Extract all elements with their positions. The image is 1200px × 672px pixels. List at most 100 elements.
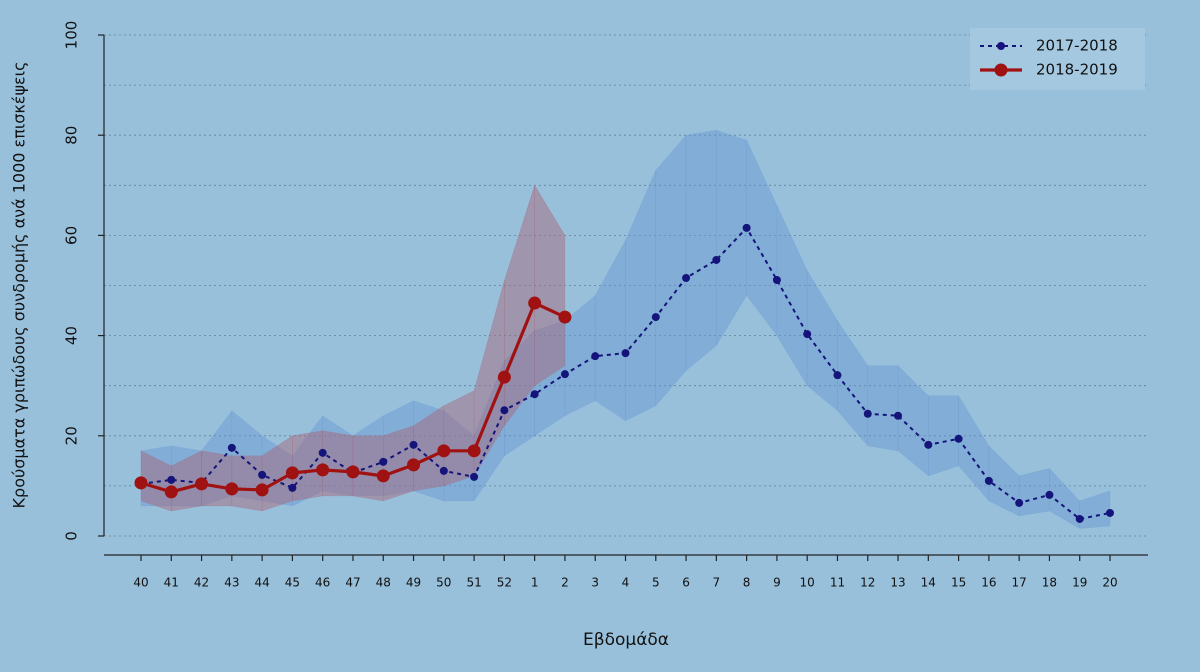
- x-tick-label: 1: [531, 576, 539, 590]
- data-point: [134, 476, 148, 490]
- x-tick-label: 16: [981, 576, 996, 590]
- data-point: [1106, 508, 1114, 517]
- y-tick-label: 0: [63, 531, 81, 541]
- y-tick-label: 20: [63, 426, 81, 445]
- y-tick-label: 100: [63, 21, 81, 50]
- x-tick-label: 20: [1102, 576, 1117, 590]
- confidence-band: [716, 129, 747, 347]
- data-point: [894, 411, 903, 420]
- data-point: [500, 406, 509, 415]
- x-tick-label: 41: [164, 576, 179, 590]
- data-point: [285, 466, 299, 480]
- data-point: [288, 483, 297, 492]
- data-point: [651, 313, 660, 322]
- data-point: [772, 275, 781, 284]
- x-tick-label: 44: [254, 576, 269, 590]
- x-tick-label: 4: [622, 576, 630, 590]
- legend-box: [970, 28, 1145, 90]
- confidence-band: [443, 390, 475, 487]
- x-tick-label: 3: [591, 576, 599, 590]
- data-point: [682, 273, 691, 282]
- y-tick-label: 60: [63, 226, 81, 245]
- data-point: [530, 390, 539, 399]
- data-point: [833, 371, 842, 380]
- data-point: [803, 330, 812, 339]
- x-tick-label: 47: [345, 576, 360, 590]
- x-tick-label: 6: [682, 576, 690, 590]
- data-point: [409, 440, 418, 449]
- confidence-band: [595, 240, 626, 422]
- data-point: [258, 470, 267, 479]
- x-axis-label: Εβδομάδα: [583, 630, 669, 650]
- y-tick-label: 80: [63, 126, 81, 145]
- x-tick-label: 8: [743, 576, 751, 590]
- x-tick-label: 19: [1072, 576, 1087, 590]
- confidence-band: [867, 365, 899, 452]
- data-point: [621, 349, 630, 358]
- data-point: [558, 310, 572, 324]
- data-point: [742, 223, 751, 232]
- data-point: [591, 352, 600, 361]
- x-tick-label: 48: [376, 576, 391, 590]
- x-tick-label: 18: [1042, 576, 1057, 590]
- data-point: [1015, 498, 1024, 507]
- y-axis-label: Κρούσματα γριπώδους συνδρομής ανά 1000 ε…: [10, 62, 29, 509]
- confidence-band: [1049, 467, 1080, 529]
- data-point: [437, 444, 451, 458]
- data-point: [497, 370, 511, 384]
- x-tick-label: 40: [133, 576, 148, 590]
- x-tick-label: 15: [951, 576, 966, 590]
- confidence-band: [988, 445, 1020, 517]
- x-tick-label: 17: [1012, 576, 1027, 590]
- data-point: [863, 409, 872, 418]
- x-tick-label: 52: [497, 576, 512, 590]
- confidence-band: [1079, 490, 1111, 529]
- confidence-band: [564, 295, 596, 417]
- data-point: [984, 476, 993, 485]
- confidence-band: [897, 365, 929, 477]
- x-tick-label: 11: [830, 576, 845, 590]
- data-point: [712, 255, 721, 264]
- confidence-band: [231, 455, 263, 512]
- data-point: [467, 444, 481, 458]
- x-tick-label: 51: [466, 576, 481, 590]
- confidence-band: [746, 140, 778, 337]
- data-point: [379, 457, 388, 466]
- x-tick-label: 49: [406, 576, 421, 590]
- x-tick-label: 46: [315, 576, 330, 590]
- x-tick-label: 43: [224, 576, 239, 590]
- data-point: [376, 469, 390, 483]
- legend-label: 2018-2019: [1036, 61, 1118, 79]
- data-point: [954, 434, 963, 443]
- data-point: [470, 472, 479, 481]
- confidence-band: [958, 395, 990, 502]
- x-tick-label: 14: [921, 576, 936, 590]
- data-point: [560, 370, 569, 379]
- x-tick-label: 42: [194, 576, 209, 590]
- confidence-band: [534, 184, 566, 387]
- confidence-band: [655, 134, 687, 407]
- y-tick-label: 40: [63, 326, 81, 345]
- confidence-band: [1018, 468, 1050, 517]
- x-tick-label: 12: [860, 576, 875, 590]
- data-point: [318, 448, 327, 457]
- x-tick-label: 50: [436, 576, 451, 590]
- data-point: [225, 482, 239, 496]
- x-tick-label: 10: [800, 576, 815, 590]
- data-point: [439, 466, 448, 475]
- data-point: [167, 475, 176, 484]
- legend-label: 2017-2018: [1036, 37, 1118, 55]
- confidence-band: [806, 269, 838, 412]
- confidence-band: [928, 395, 959, 477]
- confidence-band: [837, 319, 868, 447]
- data-point: [1075, 514, 1084, 523]
- data-point: [1045, 490, 1054, 499]
- data-point: [164, 485, 178, 499]
- x-tick-label: 13: [890, 576, 905, 590]
- data-point: [528, 296, 542, 310]
- legend-marker: [994, 63, 1008, 77]
- x-tick-label: 7: [713, 576, 721, 590]
- data-point: [924, 440, 933, 449]
- data-point: [227, 443, 236, 452]
